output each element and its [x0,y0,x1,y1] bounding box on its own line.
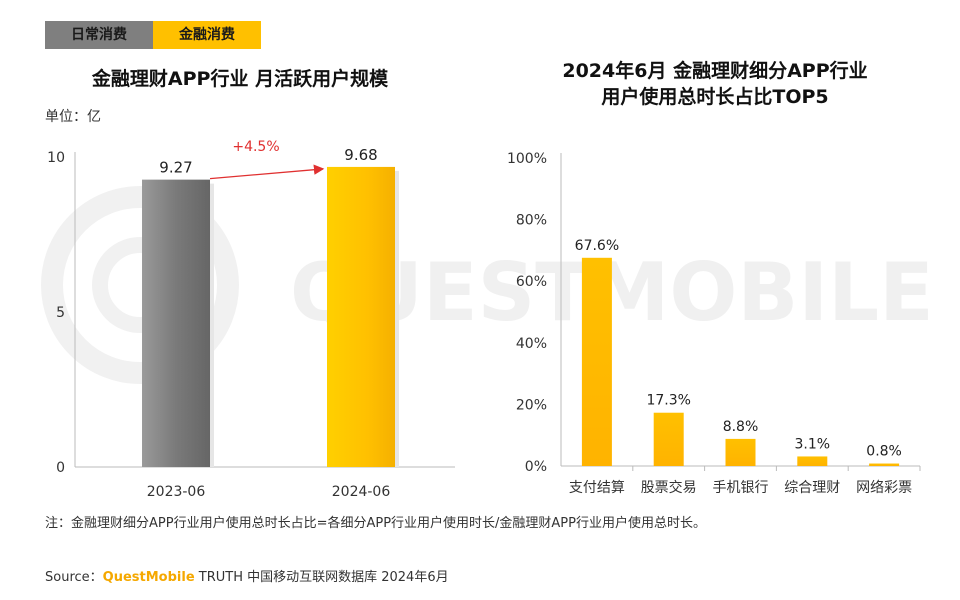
y-tick-label: 40% [516,336,547,352]
y-tick-label: 20% [516,397,547,413]
bar [797,456,828,466]
source-brand: QuestMobile [102,570,195,585]
right-chart-title-line2: 用户使用总时长占比TOP5 [601,86,829,108]
x-tick-label: 综合理财 [784,480,840,496]
unit-label: 单位：亿 [45,109,101,125]
bar-shadow [146,183,214,467]
data-label: 17.3% [646,393,690,409]
y-tick-label: 100% [507,151,547,167]
y-tick-label: 60% [516,274,547,290]
x-tick-label: 支付结算 [569,480,625,496]
footnote: 注：金融理财细分APP行业用户使用总时长占比=各细分APP行业用户使用时长/金融… [45,516,706,531]
bar [653,412,684,466]
data-label: 8.8% [723,419,759,435]
y-tick-label: 80% [516,213,547,229]
source-line: Source：QuestMobile TRUTH 中国移动互联网数据库 2024… [45,566,449,585]
source-suffix: TRUTH 中国移动互联网数据库 2024年6月 [194,570,449,585]
x-tick-label: 网络彩票 [856,480,912,496]
bar-shadow [331,170,399,468]
bar [327,166,395,468]
growth-label: +4.5% [232,139,279,155]
data-label: 9.68 [344,146,377,164]
x-tick-label: 2024-06 [332,484,391,500]
bar [725,438,756,466]
y-tick-label: 0% [525,459,547,475]
y-tick-label: 0 [56,460,65,476]
tab-financial-consumption[interactable]: 金融消费 [153,21,261,49]
y-tick-label: 5 [56,305,65,321]
left-chart-title: 金融理财APP行业 月活跃用户规模 [91,68,389,90]
x-tick-label: 2023-06 [147,484,206,500]
source-prefix: Source： [45,570,103,585]
watermark-text: QUESTMOBILE [290,246,934,339]
bar [142,179,210,467]
x-tick-label: 股票交易 [641,479,697,496]
data-label: 9.27 [159,159,192,177]
growth-arrow [209,164,325,180]
data-label: 0.8% [866,444,902,460]
y-tick-label: 10 [47,150,65,166]
right-chart-title: 2024年6月 金融理财细分APP行业 用户使用总时长占比TOP5 [500,58,930,110]
bar [581,257,612,466]
data-label: 3.1% [795,436,831,452]
right-chart-title-line1: 2024年6月 金融理财细分APP行业 [562,60,868,82]
x-tick-label: 手机银行 [713,480,769,496]
tab-daily-consumption[interactable]: 日常消费 [45,21,153,49]
data-label: 67.6% [575,238,619,254]
bar [869,463,900,466]
